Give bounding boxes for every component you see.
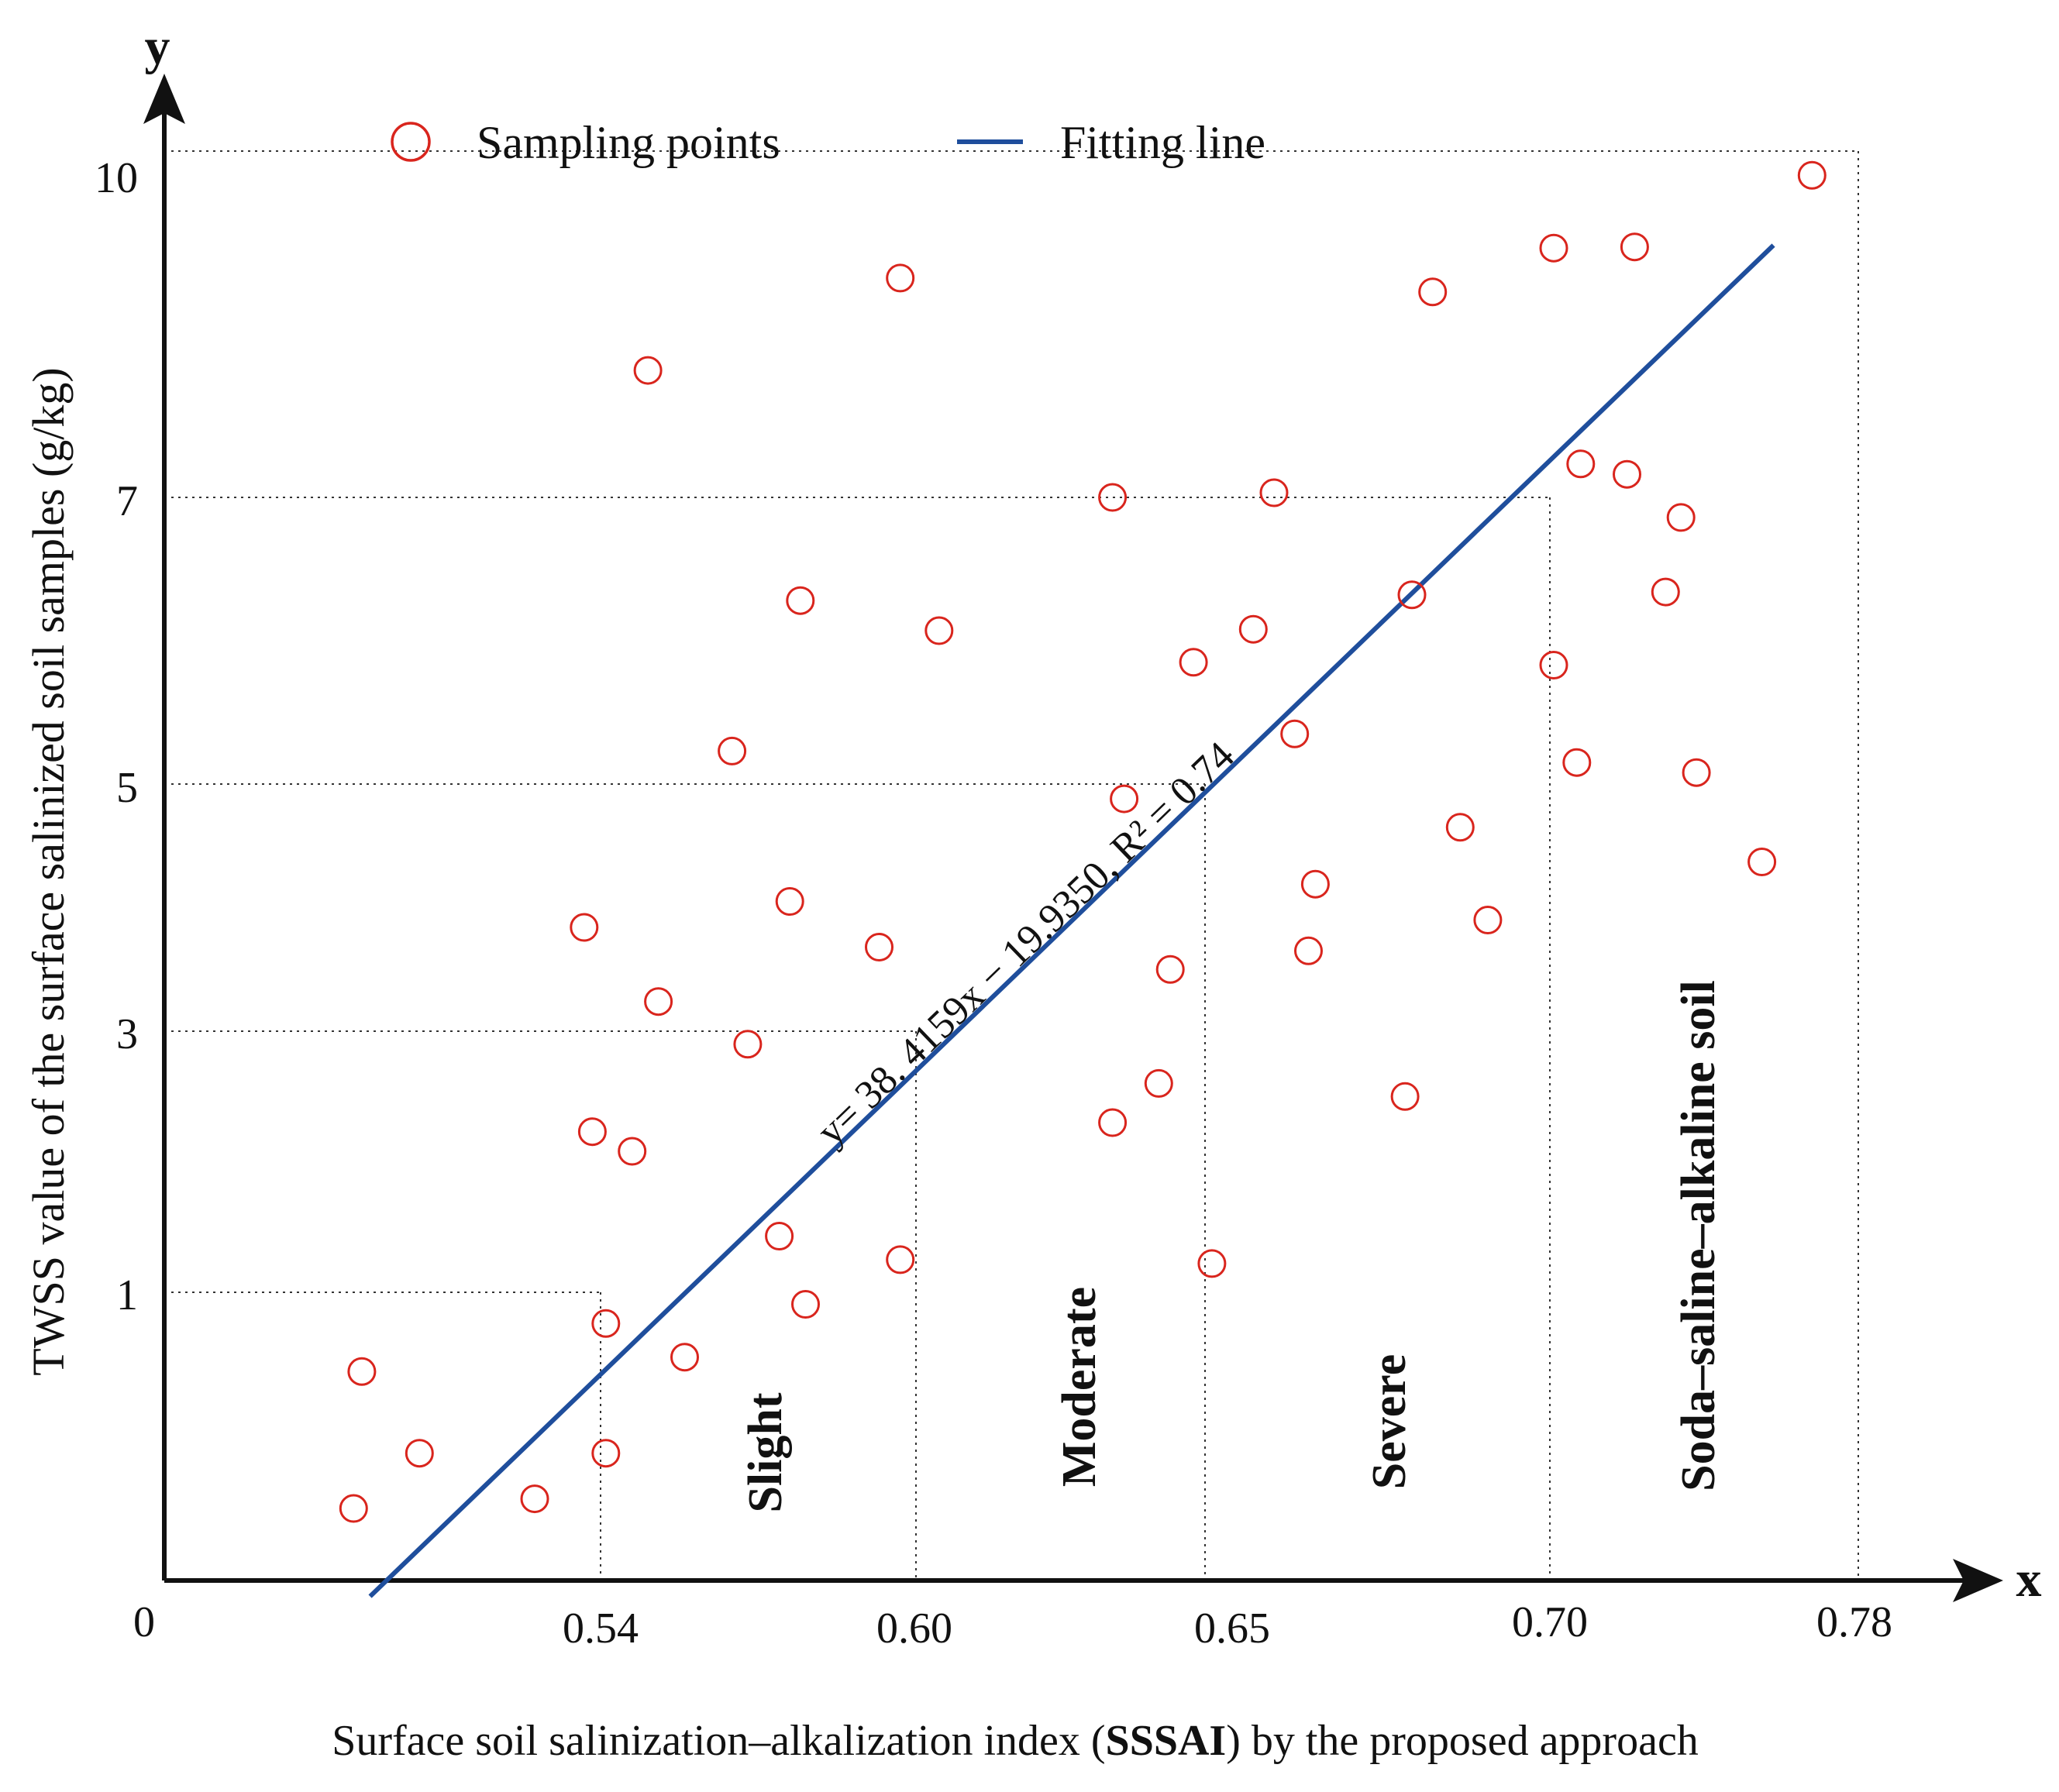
x-tick-label: 0.54 (563, 1605, 639, 1653)
sampling-point (786, 586, 815, 615)
sampling-point (633, 356, 663, 385)
sampling-point (1259, 478, 1289, 507)
regression-equation: y= 38. 4159x − 19.9350, R² = 0.74 (808, 734, 1243, 1154)
y-axis-letter: y (145, 19, 170, 75)
sampling-point (644, 987, 673, 1016)
legend-line-label: Fitting line (1060, 117, 1265, 168)
sampling-point (570, 913, 599, 942)
x-tick-label: 0.60 (876, 1605, 952, 1653)
legend: Sampling points Fitting line (391, 117, 1265, 168)
sampling-point (1155, 954, 1185, 984)
region-label-moderate: Moderate (1053, 1287, 1106, 1487)
region-label-severe: Severe (1363, 1354, 1416, 1489)
x-tick-label: 0.70 (1512, 1598, 1588, 1646)
sampling-point (791, 1290, 820, 1319)
x-axis-letter: x (2016, 1551, 2042, 1608)
sampling-point (405, 1439, 434, 1468)
sampling-point (1747, 848, 1777, 876)
sampling-point (339, 1494, 368, 1523)
sampling-point (618, 1137, 647, 1166)
axes (143, 74, 2003, 1602)
sampling-point (591, 1439, 621, 1468)
sampling-point (1197, 1249, 1227, 1278)
sampling-point (1238, 614, 1268, 644)
sampling-point (1613, 459, 1641, 489)
sampling-points (339, 160, 1827, 1523)
sampling-point (1300, 869, 1330, 899)
origin-label: 0 (133, 1598, 155, 1646)
sampling-point (347, 1357, 377, 1386)
sampling-point (1098, 483, 1128, 512)
sampling-point (1418, 277, 1448, 307)
x-tick-labels: 0.54 0.60 0.65 0.70 0.78 (563, 1598, 1892, 1653)
sampling-point (670, 1343, 699, 1372)
sampling-point (591, 1309, 621, 1338)
sampling-point (1539, 233, 1568, 263)
sampling-point (1110, 784, 1139, 813)
sampling-point (1280, 719, 1310, 748)
sampling-point (733, 1030, 763, 1059)
x-axis-title-bold: SSSAI (1106, 1717, 1227, 1765)
sampling-point (1566, 449, 1596, 479)
sampling-point (1179, 648, 1208, 677)
y-tick-label: 7 (116, 477, 138, 525)
x-axis-title-part: Surface soil salinization–alkalization i… (332, 1717, 1105, 1765)
sampling-point (1797, 160, 1827, 190)
sampling-point (765, 1222, 794, 1250)
sampling-point (1445, 813, 1475, 842)
sampling-point (886, 263, 915, 293)
sampling-point (886, 1245, 915, 1274)
sampling-point (718, 736, 747, 765)
sampling-point (924, 616, 954, 645)
y-tick-labels: 1 3 5 7 10 (95, 154, 138, 1319)
sampling-point (1562, 748, 1592, 777)
sampling-point (1473, 906, 1503, 934)
sampling-point (1651, 577, 1680, 607)
sampling-point (1098, 1108, 1128, 1137)
sampling-point (520, 1484, 549, 1514)
y-tick-label: 10 (95, 154, 138, 202)
x-axis-title: Surface soil salinization–alkalization i… (332, 1717, 1699, 1765)
x-tick-label: 0.78 (1816, 1598, 1892, 1646)
x-axis-title-part: ) by the proposed approach (1226, 1717, 1699, 1765)
sampling-point (1620, 232, 1649, 262)
sampling-point (1397, 580, 1427, 610)
legend-points-label: Sampling points (477, 117, 780, 168)
legend-point-marker (391, 122, 431, 162)
y-axis-title: TWSS value of the surface salinized soil… (23, 367, 74, 1375)
y-axis-arrow (143, 74, 185, 124)
sampling-point (1390, 1082, 1420, 1111)
y-tick-label: 3 (116, 1010, 138, 1058)
region-label-soda: Soda–saline–alkaline soil (1672, 980, 1725, 1491)
sampling-point (775, 887, 804, 916)
x-axis-arrow (1953, 1559, 2003, 1602)
sampling-point (1539, 651, 1568, 679)
x-tick-label: 0.65 (1194, 1605, 1270, 1653)
sampling-point (1144, 1068, 1173, 1098)
guide-lines (164, 150, 1859, 1580)
sampling-point (577, 1117, 607, 1147)
sampling-point (1666, 503, 1696, 532)
sampling-point (1682, 758, 1711, 787)
fitting-line (368, 243, 1775, 1598)
y-tick-label: 5 (116, 764, 138, 812)
y-tick-label: 1 (116, 1271, 138, 1319)
sampling-point (865, 933, 893, 961)
sampling-point (1294, 936, 1323, 965)
region-label-slight: Slight (739, 1392, 792, 1512)
